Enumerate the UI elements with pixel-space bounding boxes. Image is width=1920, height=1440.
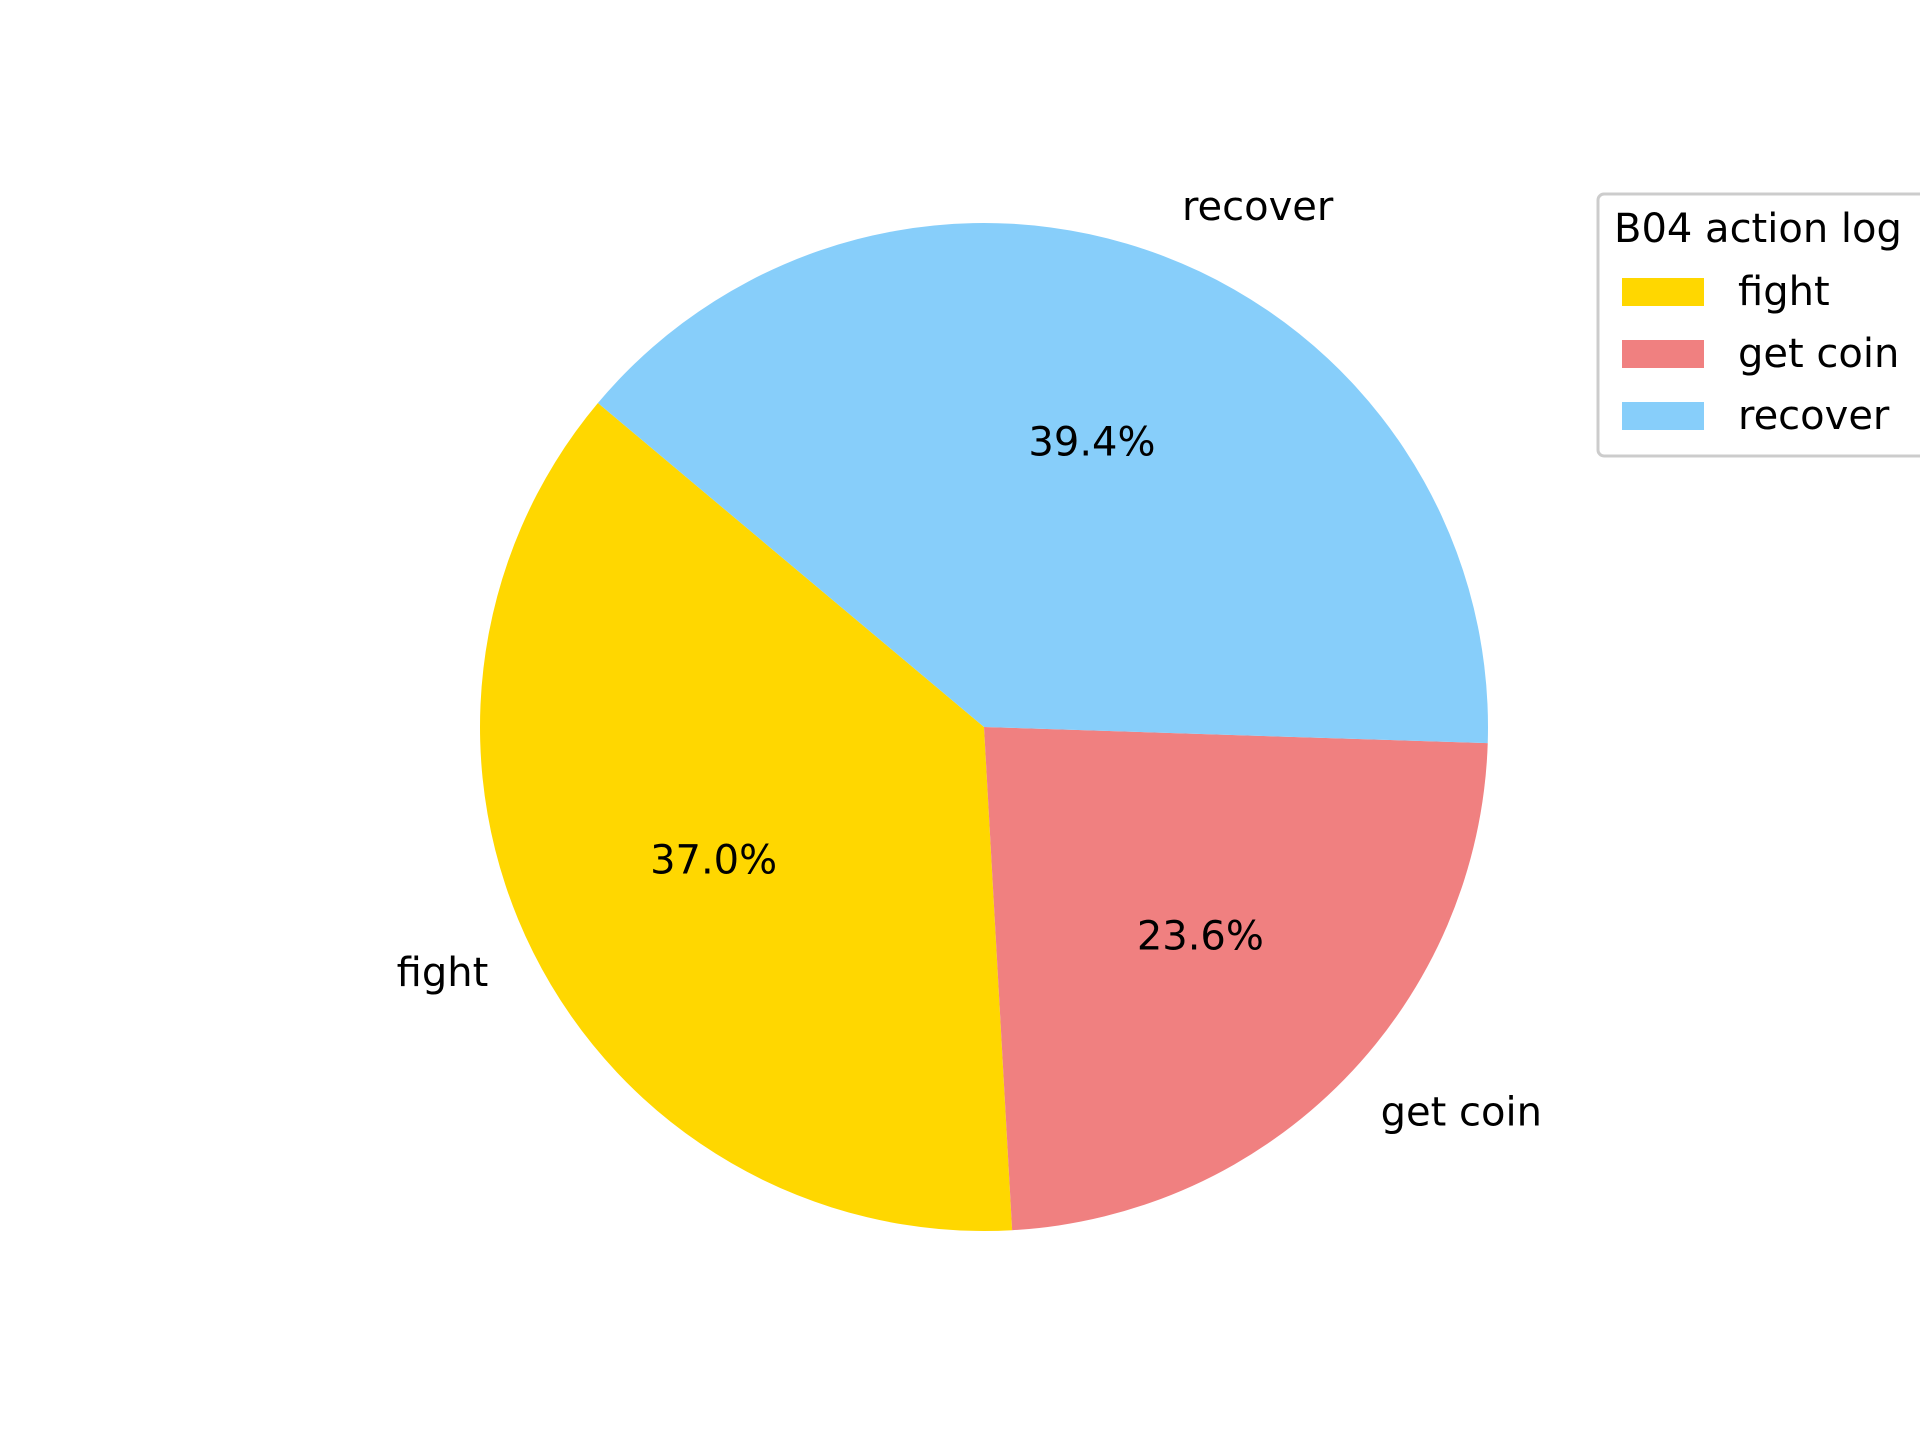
slice-label-recover: recover [1182, 184, 1334, 230]
legend-label-fight: fight [1738, 269, 1830, 315]
legend-swatch-fight [1622, 278, 1704, 306]
legend-label-get-coin: get coin [1738, 331, 1899, 377]
pie-slices [480, 222, 1488, 1231]
legend: B04 action log fight get coin recover [1596, 192, 1920, 458]
slice-percent-fight: 37.0% [650, 837, 777, 883]
legend-frame [1596, 192, 1920, 458]
pie-slice-get-coin [984, 727, 1488, 1231]
legend-swatch-get-coin [1622, 340, 1704, 368]
slice-percent-get-coin: 23.6% [1137, 913, 1264, 959]
pie-labels: fight 37.0% get coin 23.6% recover 39.4% [397, 184, 1542, 1135]
slice-percent-recover: 39.4% [1028, 420, 1155, 466]
slice-label-get-coin: get coin [1381, 1089, 1542, 1135]
slice-label-fight: fight [397, 950, 489, 996]
legend-swatch-recover [1622, 402, 1704, 430]
legend-label-recover: recover [1738, 393, 1890, 439]
pie-slice-fight [480, 403, 1013, 1231]
legend-title: B04 action log [1614, 206, 1902, 252]
pie-slice-recover [597, 222, 1488, 744]
